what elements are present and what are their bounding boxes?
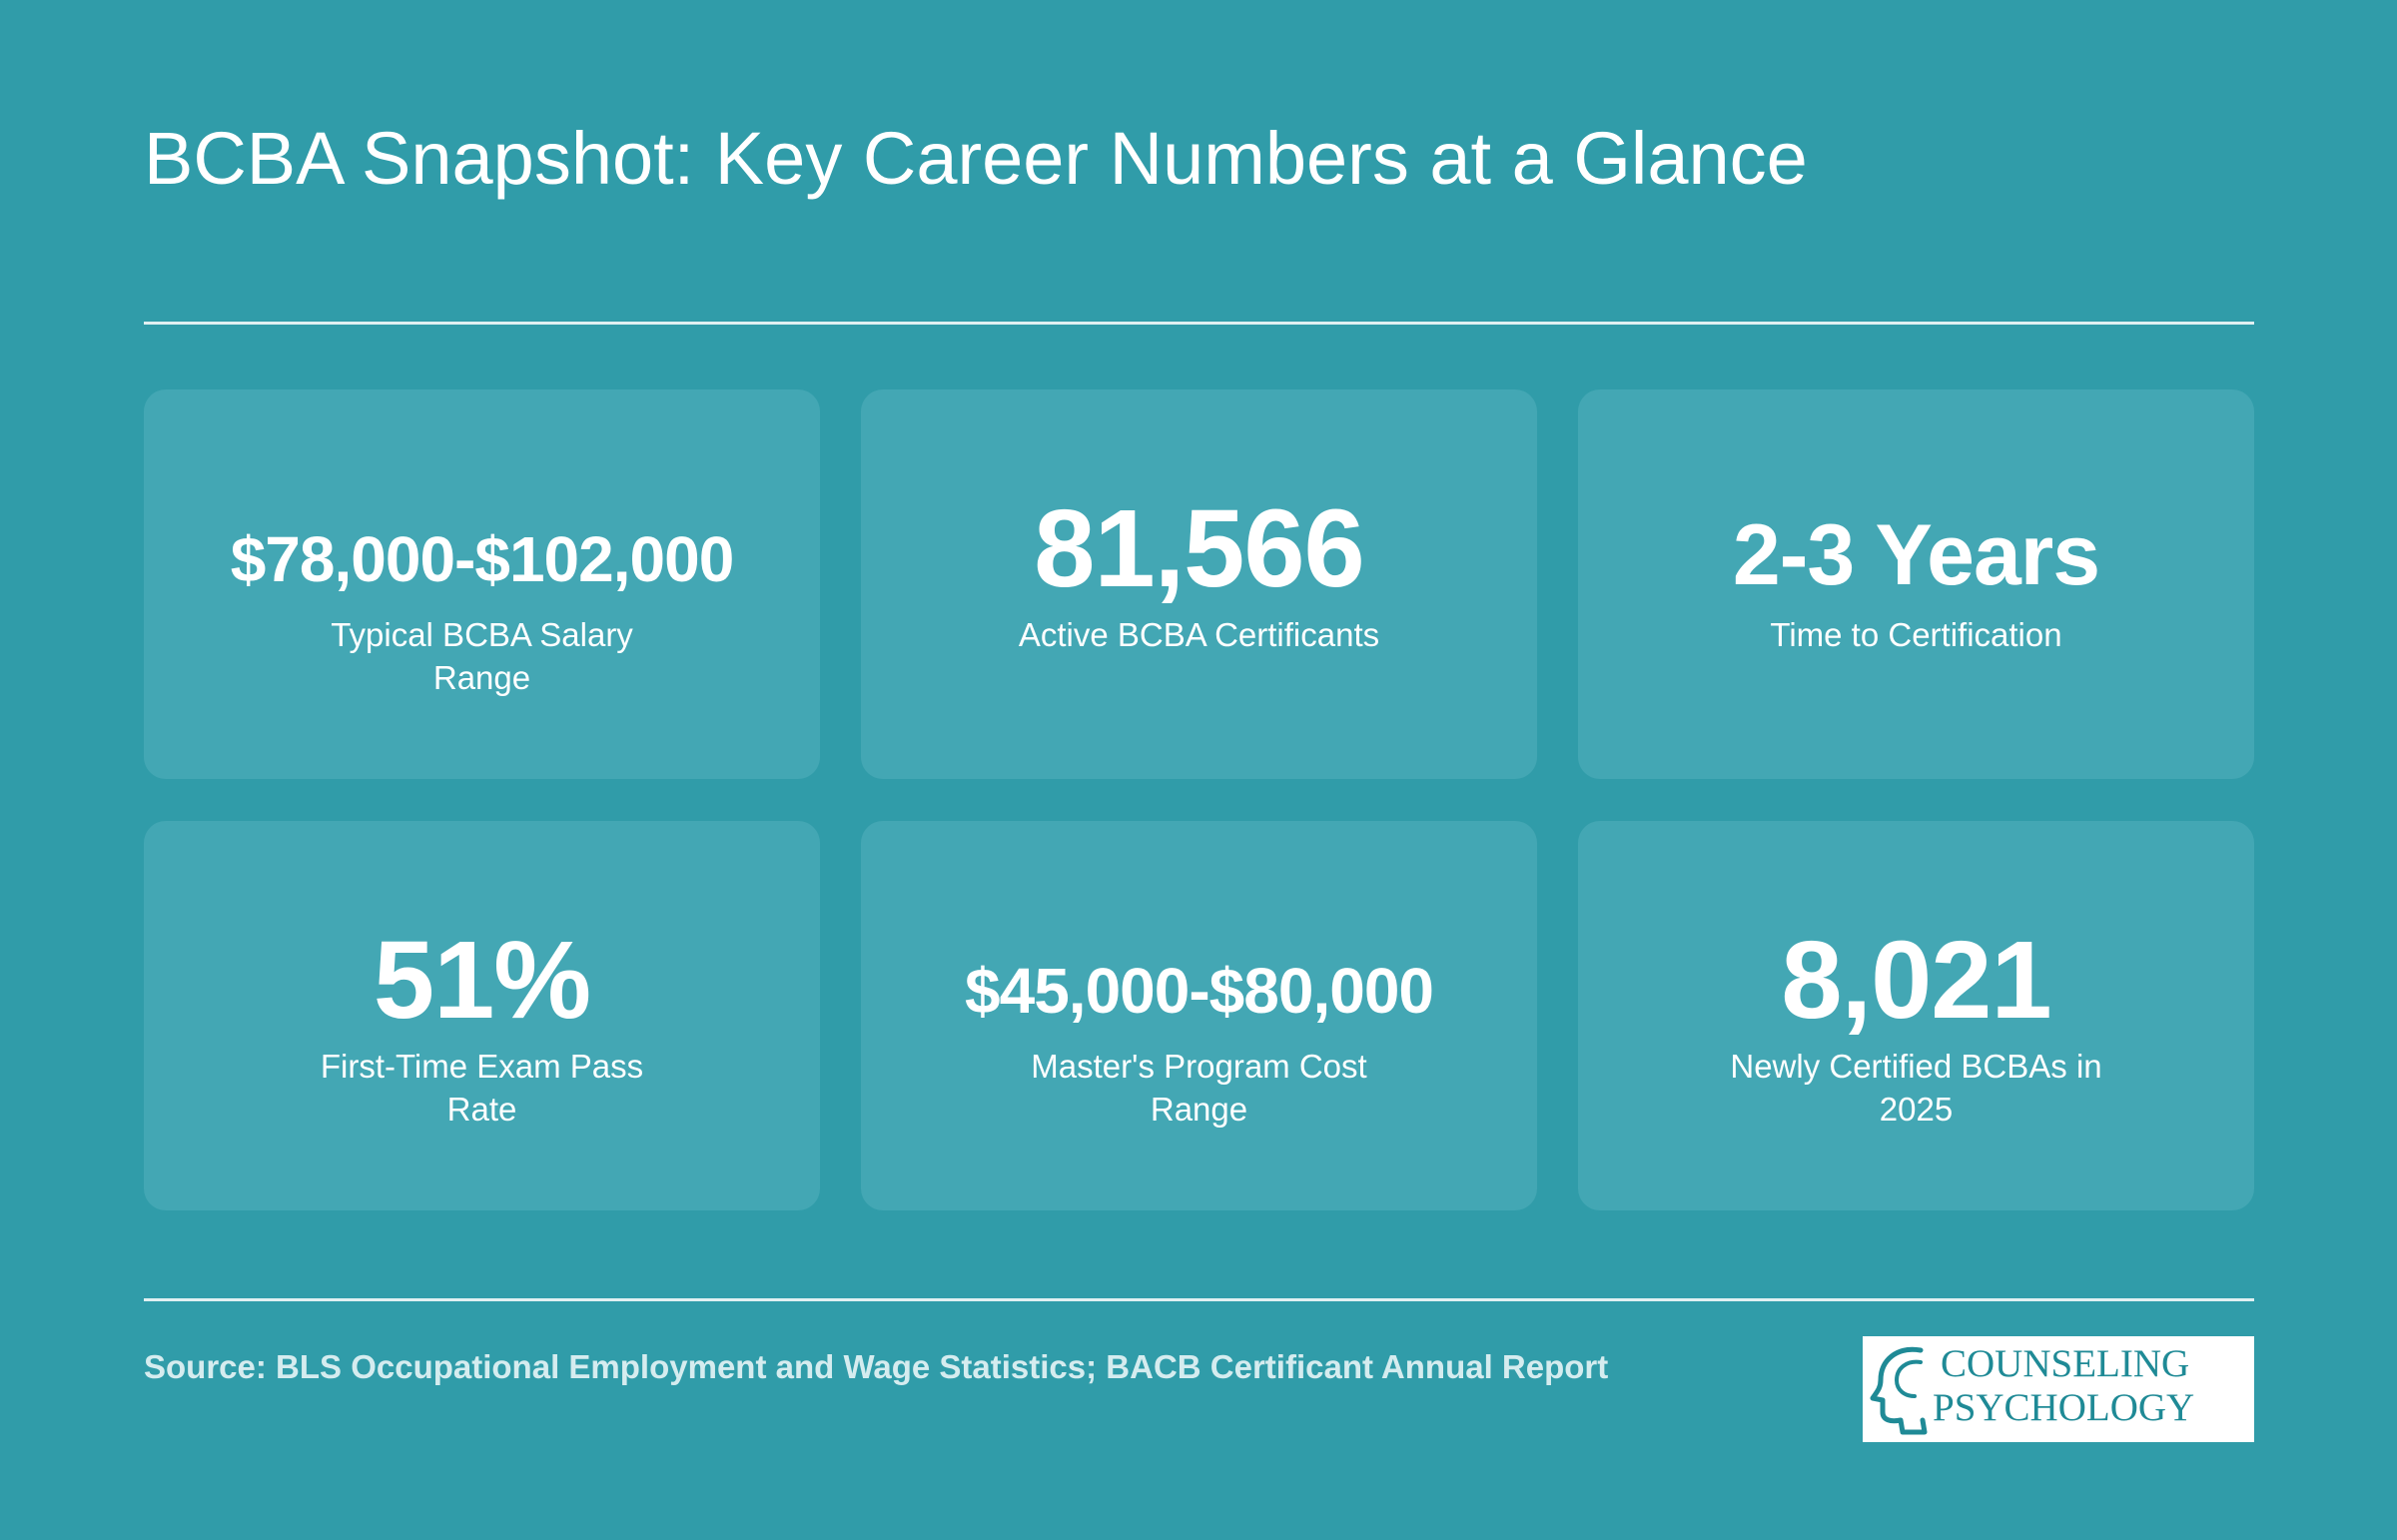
counseling-psychology-logo: COUNSELING PSYCHOLOGY bbox=[1863, 1336, 2254, 1442]
stats-grid: $78,000-$102,000 Typical BCBA Salary Ran… bbox=[144, 389, 2254, 1210]
stat-label: Active BCBA Certificants bbox=[1018, 616, 1380, 653]
top-divider bbox=[144, 322, 2254, 325]
logo-line-1: COUNSELING bbox=[1941, 1342, 2190, 1385]
stat-card-time: 2-3 Years Time to Certification bbox=[1578, 389, 2254, 779]
head-profile-icon bbox=[1870, 1346, 1928, 1435]
stat-label: Typical BCBA Salary Range bbox=[331, 616, 633, 696]
stat-label: Newly Certified BCBAs in 2025 bbox=[1730, 1048, 2102, 1128]
stat-card-pass-rate: 51% First-Time Exam Pass Rate bbox=[144, 821, 820, 1210]
source-note: Source: BLS Occupational Employment and … bbox=[144, 1348, 1609, 1385]
stat-label: Master's Program Cost Range bbox=[1031, 1048, 1367, 1128]
stat-value: 2-3 Years bbox=[1732, 507, 2100, 603]
logo-line-2: PSYCHOLOGY bbox=[1933, 1386, 2195, 1429]
stat-card-salary: $78,000-$102,000 Typical BCBA Salary Ran… bbox=[144, 389, 820, 779]
page-title: BCBA Snapshot: Key Career Numbers at a G… bbox=[144, 117, 1808, 200]
stat-value: $78,000-$102,000 bbox=[230, 523, 735, 595]
stat-card-program-cost: $45,000-$80,000 Master's Program Cost Ra… bbox=[861, 821, 1537, 1210]
stat-label: Time to Certification bbox=[1770, 616, 2062, 653]
stat-card-certificants: 81,566 Active BCBA Certificants bbox=[861, 389, 1537, 779]
logo-wordmark: COUNSELING PSYCHOLOGY bbox=[1933, 1342, 2194, 1430]
stat-label: First-Time Exam Pass Rate bbox=[320, 1048, 644, 1128]
stat-value: 8,021 bbox=[1781, 919, 2051, 1042]
stat-value: 51% bbox=[373, 919, 591, 1042]
stat-value: $45,000-$80,000 bbox=[965, 955, 1434, 1027]
bottom-divider bbox=[144, 1298, 2254, 1301]
stat-value: 81,566 bbox=[1034, 487, 1364, 610]
stat-card-new-certified: 8,021 Newly Certified BCBAs in 2025 bbox=[1578, 821, 2254, 1210]
